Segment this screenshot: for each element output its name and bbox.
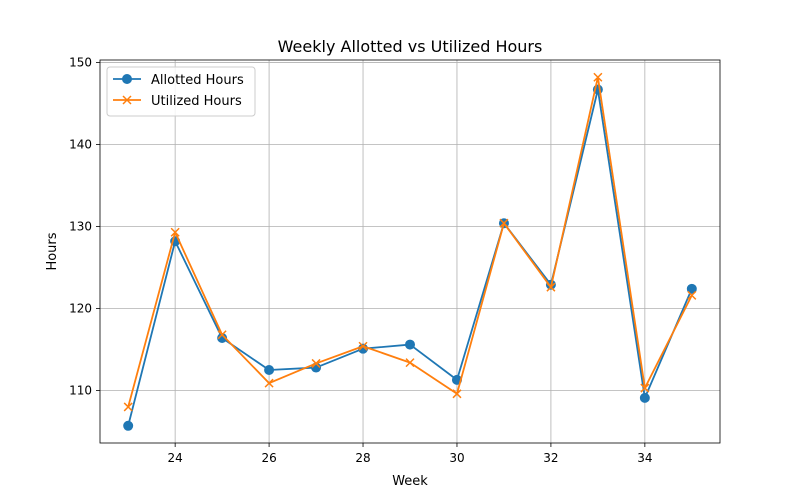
legend: Allotted Hours Utilized Hours: [106, 66, 256, 117]
legend-box: [106, 66, 256, 117]
axis-ticks: 24 26 28 30 32 34 110 120 130 140 150: [69, 55, 652, 465]
x-tick-label: 30: [449, 451, 464, 465]
plot-area: [100, 60, 720, 443]
data-point: [593, 72, 603, 82]
data-point: [546, 282, 556, 292]
data-point: [639, 392, 650, 403]
x-tick-label: 26: [261, 451, 276, 465]
legend-marker: [122, 95, 132, 105]
data-point: [687, 290, 697, 300]
data-point: [640, 383, 650, 393]
data-point: [217, 330, 227, 340]
data-point: [358, 341, 368, 351]
x-tick-label: 32: [543, 451, 558, 465]
series-group: [123, 72, 697, 431]
data-point: [405, 339, 415, 350]
grid-lines: [100, 60, 720, 443]
legend-item: Utilized Hours: [113, 94, 242, 109]
x-tick-label: 24: [168, 451, 183, 465]
data-point: [686, 283, 697, 294]
legend-label: Utilized Hours: [151, 94, 242, 109]
data-point: [123, 402, 133, 412]
series-utilized-hours: [123, 72, 697, 412]
y-tick-label: 140: [69, 137, 92, 151]
data-point: [170, 227, 180, 237]
data-point: [311, 358, 321, 368]
legend-item: Allotted Hours: [113, 73, 244, 88]
y-tick-label: 150: [69, 55, 92, 69]
legend-label: Allotted Hours: [151, 73, 244, 88]
legend-marker: [122, 74, 132, 84]
data-point: [452, 389, 462, 399]
x-tick-label: 34: [637, 451, 652, 465]
data-point: [499, 218, 509, 228]
y-axis-label: Hours: [45, 232, 60, 270]
plot-frame: [99, 59, 721, 444]
y-tick-label: 130: [69, 219, 92, 233]
data-point: [405, 358, 415, 368]
chart-title: Weekly Allotted vs Utilized Hours: [278, 37, 543, 56]
data-point: [123, 420, 134, 431]
x-axis-label: Week: [392, 474, 428, 489]
x-tick-label: 28: [355, 451, 370, 465]
data-point: [264, 378, 274, 388]
y-tick-label: 120: [69, 301, 92, 315]
y-tick-label: 110: [69, 384, 92, 398]
data-point: [264, 365, 275, 376]
